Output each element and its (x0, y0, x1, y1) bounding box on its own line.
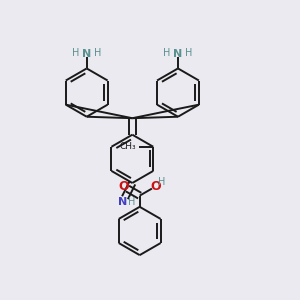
Text: H: H (163, 48, 171, 58)
Text: H: H (128, 197, 135, 207)
Text: O: O (150, 180, 161, 193)
Text: H: H (72, 48, 79, 58)
Text: H: H (185, 48, 193, 58)
Text: H: H (94, 48, 101, 58)
Text: N: N (82, 49, 91, 59)
Text: N: N (173, 49, 183, 59)
Text: CH₃: CH₃ (119, 142, 136, 151)
Text: N: N (118, 197, 127, 207)
Text: H: H (158, 177, 165, 187)
Text: O: O (118, 180, 129, 193)
